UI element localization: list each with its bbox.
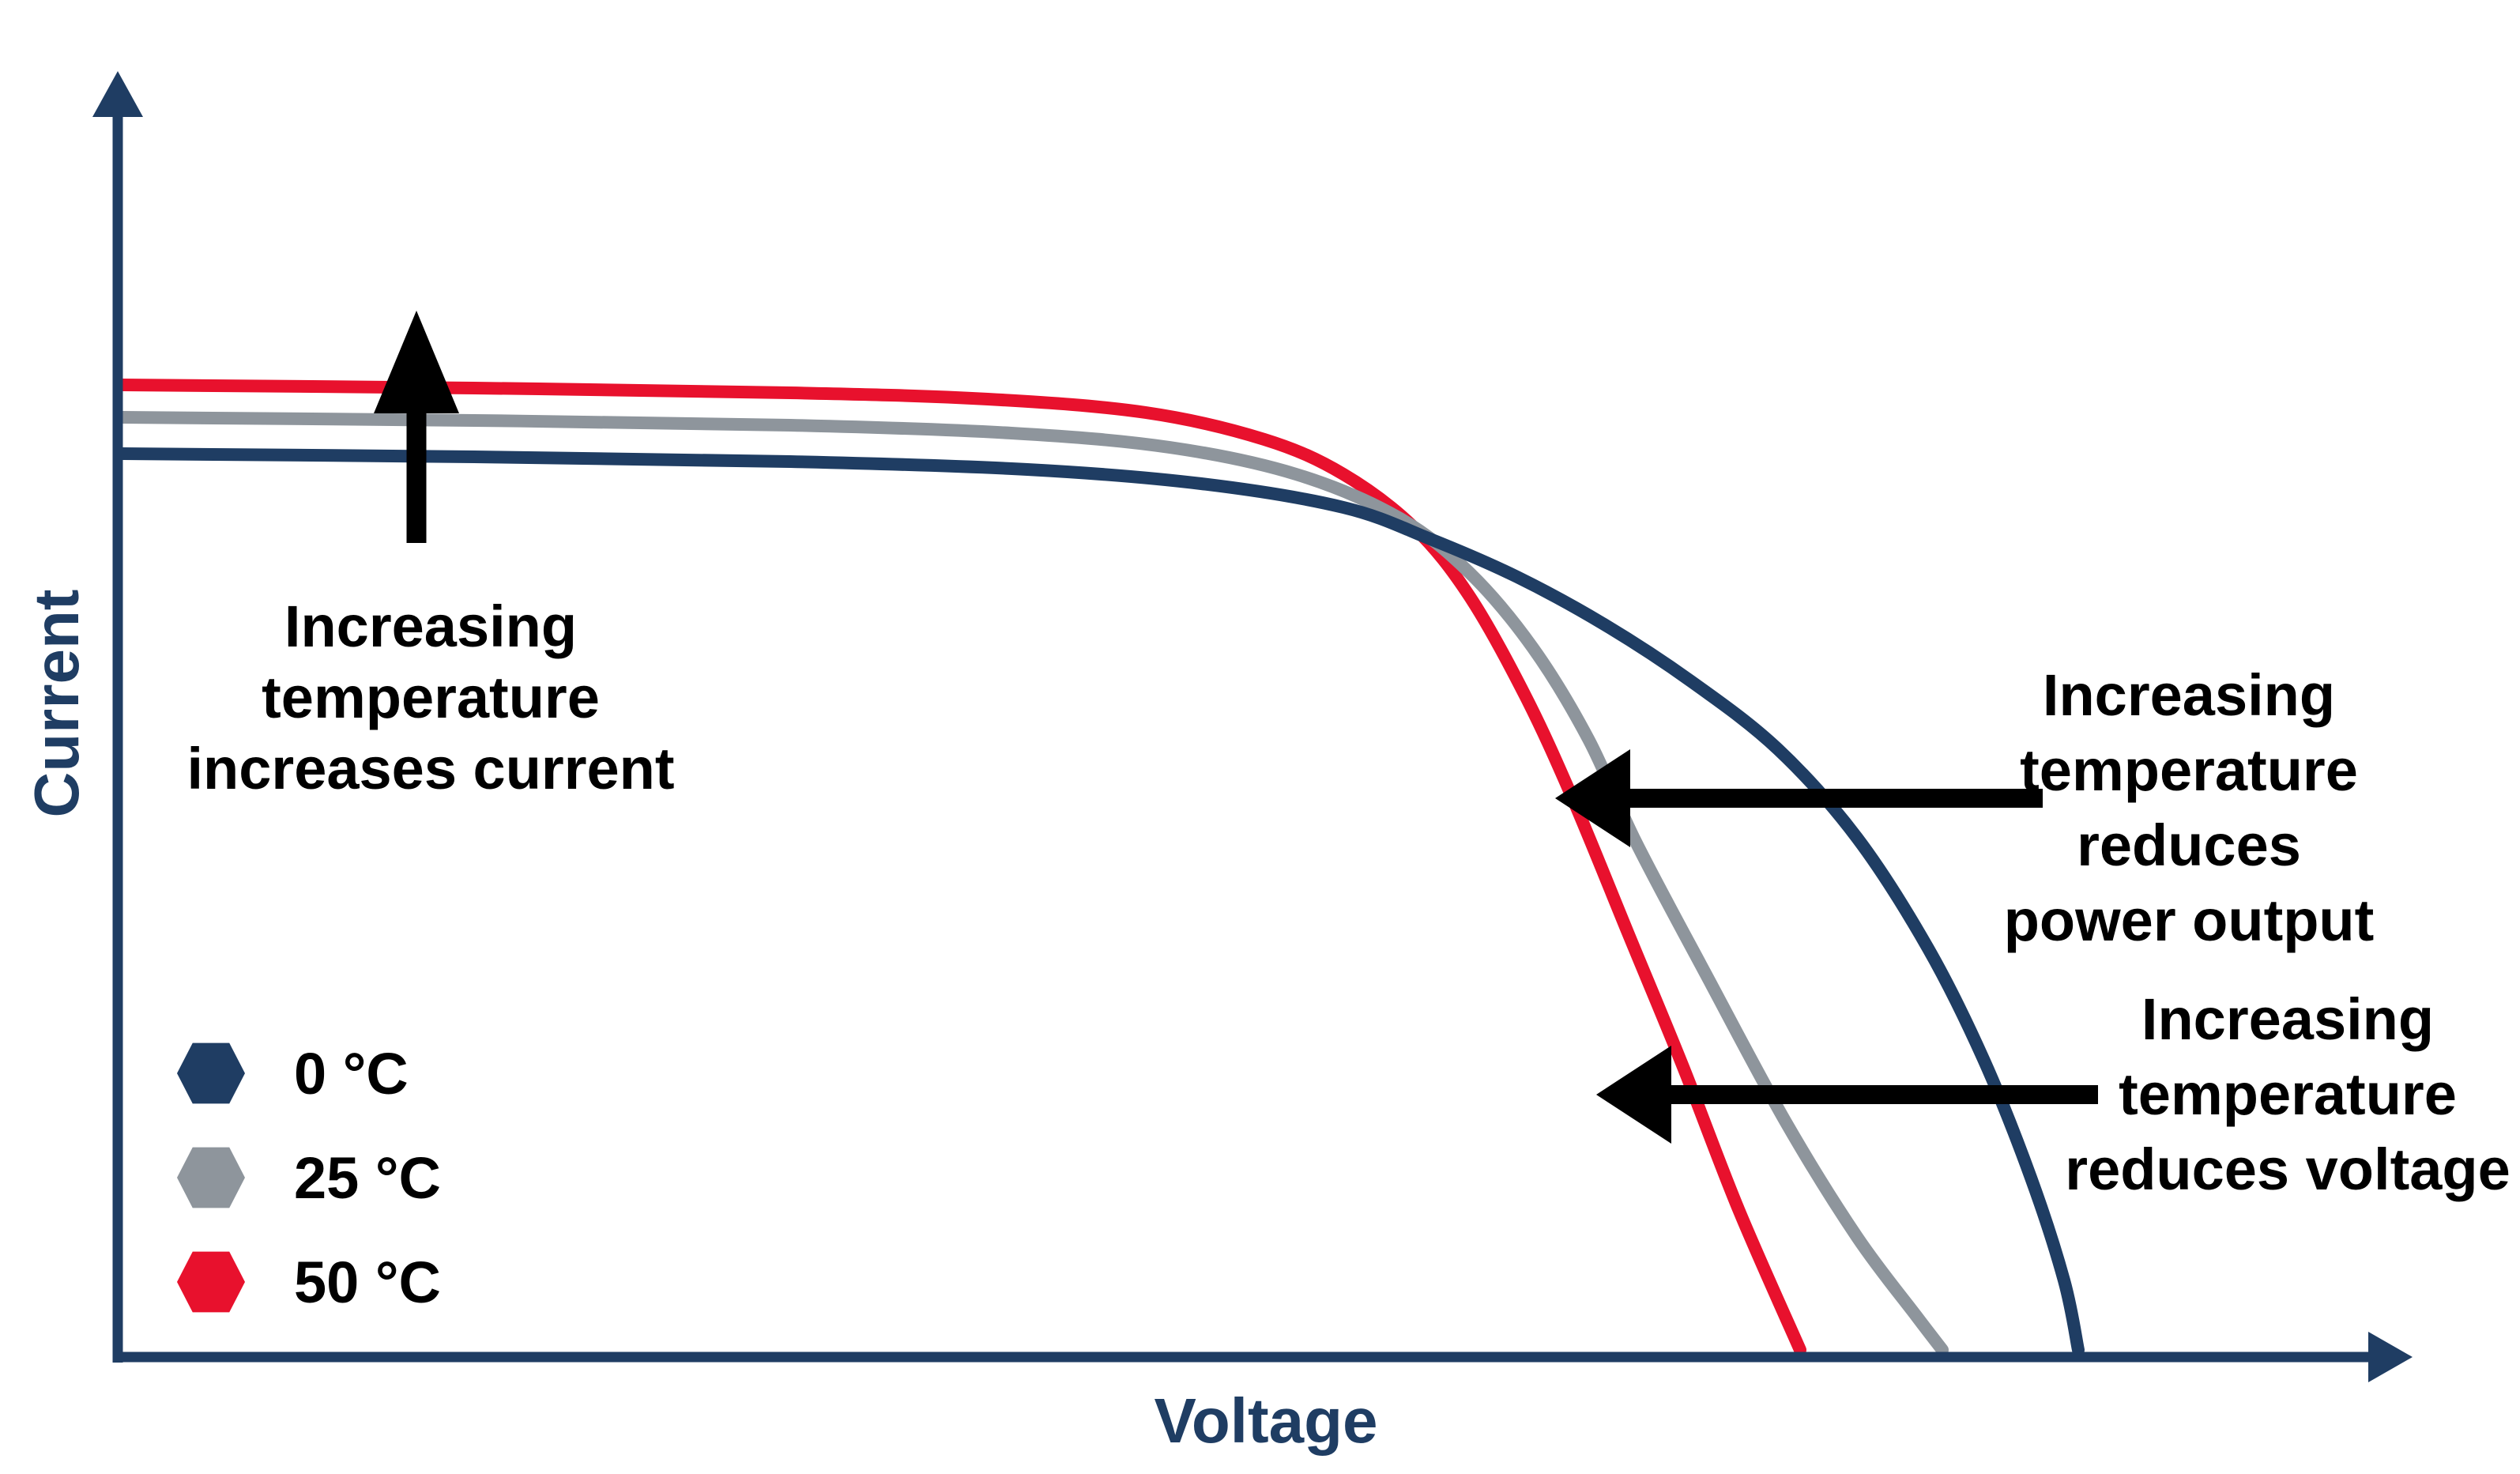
legend-swatch-hexagon-25c-icon	[177, 1147, 245, 1208]
annotation-increases-current: Increasing temperature increases current	[186, 594, 675, 801]
up-arrow-head-icon	[374, 311, 459, 413]
legend-swatch-hexagon-50c-icon	[177, 1251, 245, 1313]
x-axis-line	[118, 1351, 2371, 1363]
voltage-arrow-head-icon	[1596, 1046, 1671, 1144]
annotation-arrow-group	[374, 311, 2098, 1144]
up-arrow-shaft	[406, 399, 427, 543]
legend-label-0c: 0 °C	[294, 1040, 409, 1106]
curve-0c	[116, 447, 2085, 1356]
legend-label-25c: 25 °C	[294, 1144, 441, 1211]
power-arrow-head-icon	[1555, 749, 1630, 847]
power-arrow-shaft	[1622, 789, 2043, 808]
legend-item-25c: 25 °C	[177, 1144, 441, 1211]
legend-swatch-hexagon-0c-icon	[177, 1042, 245, 1104]
y-axis-arrowhead-icon	[92, 71, 143, 117]
voltage-arrow-shaft	[1663, 1085, 2098, 1104]
legend-item-0c: 0 °C	[177, 1040, 441, 1106]
legend-label-50c: 50 °C	[294, 1249, 441, 1315]
legend: 0 °C 25 °C 50 °C	[177, 1040, 441, 1355]
legend-item-50c: 50 °C	[177, 1249, 441, 1315]
annotation-reduces-voltage: Increasing temperature reduces voltage	[2065, 986, 2511, 1202]
curve-group	[116, 379, 2085, 1356]
axes-group	[92, 71, 2413, 1382]
y-axis-label: Current	[21, 589, 92, 818]
x-axis-arrowhead-icon	[2368, 1332, 2413, 1382]
x-axis-label: Voltage	[1154, 1385, 1378, 1456]
y-axis-line	[112, 111, 123, 1363]
curve-50c	[116, 379, 1806, 1356]
annotation-reduces-power: Increasing temperature reduces power out…	[2003, 662, 2375, 953]
